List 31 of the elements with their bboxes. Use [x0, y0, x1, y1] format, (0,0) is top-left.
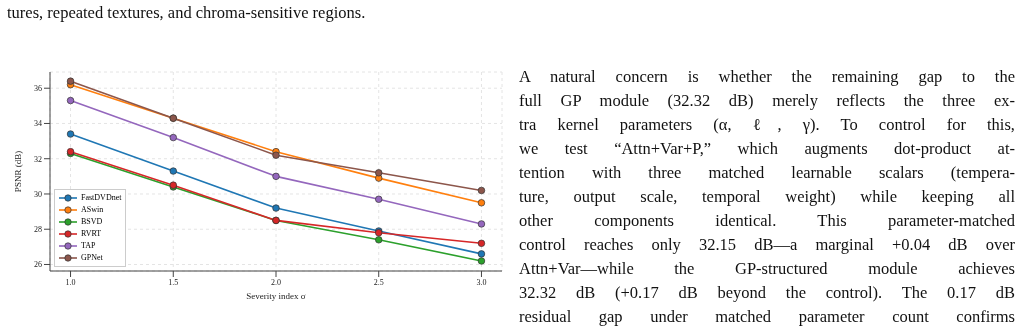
x-tick-label: 2.0 [271, 277, 281, 287]
text: we test “Attn+Var+P,” which augments dot-product at- [519, 139, 1015, 159]
legend-label: FastDVDnet [81, 193, 122, 203]
x-tick-label: 1.0 [65, 277, 76, 287]
text: other components identical. This parameter-matched [519, 211, 1015, 231]
text: residual gap under matched parameter count confirms [519, 307, 1015, 327]
text: ture, output scale, temporal weight) while keeping all [519, 187, 1015, 207]
y-tick-label: 30 [34, 189, 42, 199]
legend-label: BSVD [81, 217, 103, 227]
y-tick-label: 26 [34, 260, 42, 270]
legend-label: TAP [81, 241, 96, 251]
x-tick-label: 2.5 [373, 277, 384, 287]
x-tick-label: 1.5 [168, 277, 179, 287]
y-tick-label: 36 [34, 84, 42, 94]
text: tention with three matched learnable scalars (tempera- [519, 163, 1015, 183]
y-tick-label: 28 [34, 225, 42, 235]
y-tick-label: 34 [34, 119, 42, 129]
text: 32.32 dB (+0.17 dB beyond the control). The 0.17 dB [519, 283, 1015, 303]
text: tures, repeated textures, and chroma-sensitive regions. [7, 3, 366, 23]
text: A natural concern is whether the remaining gap to the [519, 67, 1015, 87]
text: tra kernel parameters (α, ℓ, γ). To control for this, [519, 115, 1015, 135]
y-axis-title: PSNR (dB) [13, 150, 23, 193]
text: control reaches only 32.15 dB—a marginal +0.04 dB over [519, 235, 1015, 255]
legend-label: ASwin [81, 205, 104, 215]
legend-label: GPNet [81, 253, 103, 263]
x-axis-title: Severity index σ [246, 291, 306, 301]
text: Attn+Var—while the GP-structured module achieves [519, 259, 1015, 279]
y-tick-label: 32 [34, 154, 42, 164]
legend-label: RVRT [81, 229, 102, 239]
text: full GP module (32.32 dB) merely reflects the three ex- [519, 91, 1015, 111]
x-tick-label: 3.0 [476, 277, 487, 287]
